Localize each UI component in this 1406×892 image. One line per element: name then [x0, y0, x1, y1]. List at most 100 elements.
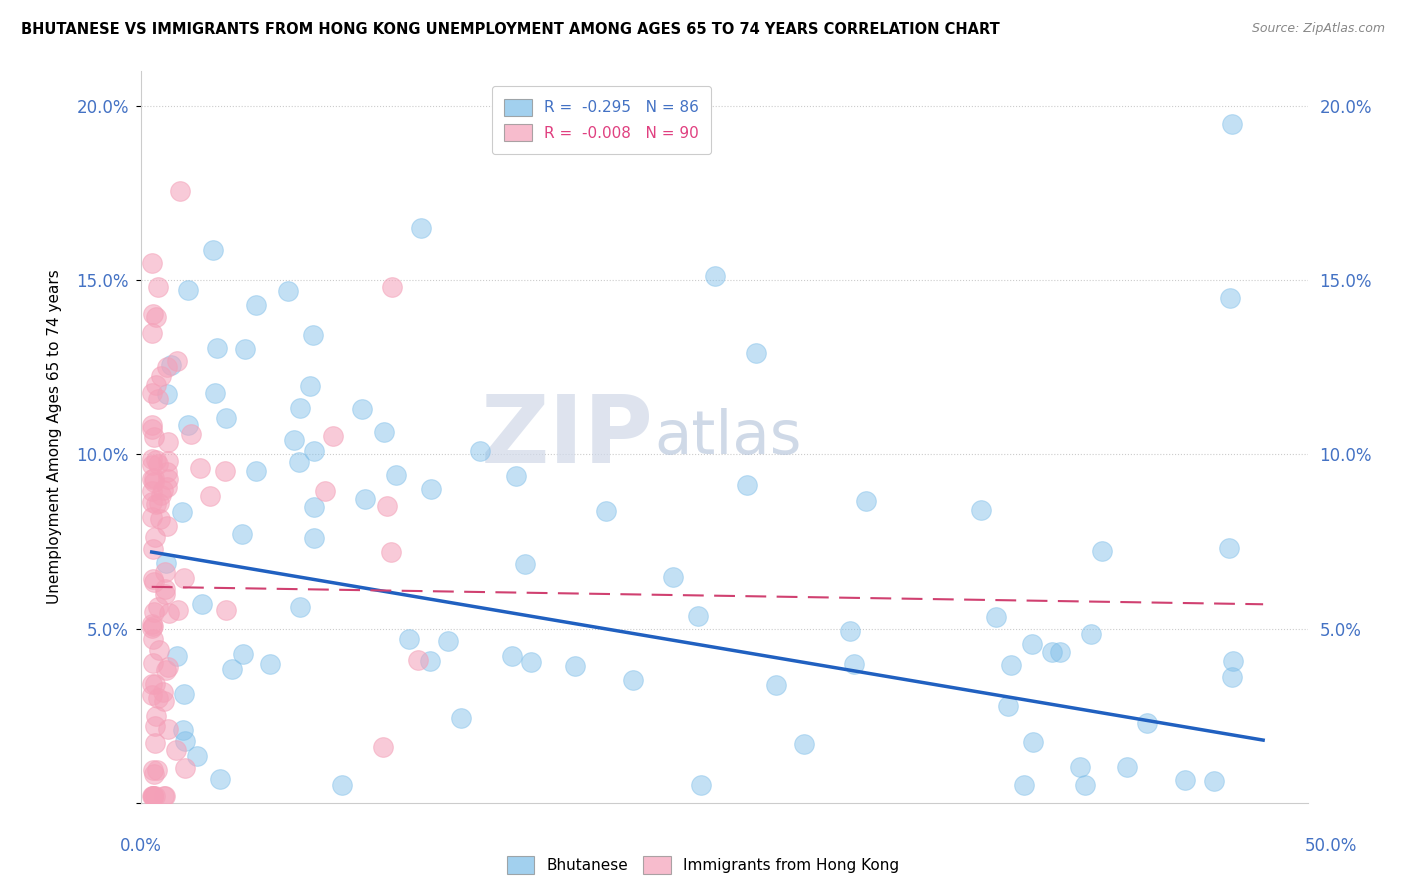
Point — [1049, 645, 1071, 659]
Point — [450, 711, 472, 725]
Point — [141, 421, 163, 435]
Point — [793, 737, 815, 751]
Point — [148, 280, 170, 294]
Point — [373, 740, 395, 755]
Point — [283, 434, 305, 448]
Point — [145, 378, 167, 392]
Point — [141, 789, 163, 803]
Point — [745, 346, 768, 360]
Point — [142, 764, 165, 778]
Point — [314, 483, 336, 498]
Point — [141, 471, 163, 485]
Point — [145, 789, 167, 803]
Point — [141, 616, 163, 631]
Point — [501, 648, 523, 663]
Point — [146, 599, 169, 614]
Point — [156, 480, 179, 494]
Point — [157, 435, 180, 450]
Point — [969, 502, 991, 516]
Point — [145, 719, 167, 733]
Point — [142, 575, 165, 590]
Text: BHUTANESE VS IMMIGRANTS FROM HONG KONG UNEMPLOYMENT AMONG AGES 65 TO 74 YEARS CO: BHUTANESE VS IMMIGRANTS FROM HONG KONG U… — [21, 22, 1000, 37]
Point — [419, 654, 441, 668]
Point — [214, 465, 236, 479]
Text: Source: ZipAtlas.com: Source: ZipAtlas.com — [1251, 22, 1385, 36]
Point — [167, 603, 190, 617]
Point — [765, 678, 787, 692]
Point — [520, 655, 543, 669]
Point — [1220, 117, 1243, 131]
Point — [177, 418, 200, 433]
Point — [145, 497, 167, 511]
Point — [143, 530, 166, 544]
Point — [169, 184, 191, 198]
Point — [172, 723, 194, 737]
Point — [398, 632, 420, 646]
Point — [984, 610, 1007, 624]
Point — [173, 760, 195, 774]
Point — [141, 677, 163, 691]
Point — [155, 565, 177, 579]
Point — [145, 453, 167, 467]
Point — [146, 691, 169, 706]
Point — [141, 451, 163, 466]
Point — [157, 607, 180, 621]
Point — [204, 385, 226, 400]
Point — [165, 743, 187, 757]
Point — [1219, 291, 1241, 305]
Point — [155, 663, 177, 677]
Point — [322, 428, 344, 442]
Point — [1202, 773, 1225, 788]
Text: atlas: atlas — [654, 408, 801, 467]
Text: ZIP: ZIP — [481, 391, 654, 483]
Point — [330, 778, 353, 792]
Point — [156, 360, 179, 375]
Point — [1222, 654, 1244, 668]
Point — [143, 475, 166, 490]
Point — [142, 656, 165, 670]
Point — [233, 342, 256, 356]
Point — [141, 256, 163, 270]
Point — [505, 468, 527, 483]
Point — [375, 500, 398, 514]
Point — [176, 283, 198, 297]
Point — [153, 586, 176, 600]
Point — [207, 342, 229, 356]
Point — [156, 660, 179, 674]
Point — [1014, 778, 1036, 792]
Point — [1022, 735, 1045, 749]
Point — [186, 749, 208, 764]
Point — [166, 354, 188, 368]
Point — [436, 633, 458, 648]
Point — [406, 653, 429, 667]
Point — [1080, 626, 1102, 640]
Point — [173, 687, 195, 701]
Point — [245, 464, 267, 478]
Point — [299, 379, 322, 393]
Point — [688, 609, 710, 624]
Point — [155, 556, 177, 570]
Point — [156, 518, 179, 533]
Point — [385, 468, 408, 483]
Point — [148, 495, 170, 509]
Point — [288, 455, 311, 469]
Point — [411, 221, 433, 235]
Point — [1000, 657, 1022, 672]
Point — [141, 572, 163, 586]
Point — [180, 427, 202, 442]
Point — [190, 597, 212, 611]
Point — [302, 327, 325, 342]
Y-axis label: Unemployment Among Ages 65 to 74 years: Unemployment Among Ages 65 to 74 years — [48, 269, 62, 605]
Point — [145, 709, 167, 723]
Point — [704, 269, 727, 284]
Point — [302, 532, 325, 546]
Point — [353, 492, 375, 507]
Point — [690, 778, 713, 792]
Legend: Bhutanese, Immigrants from Hong Kong: Bhutanese, Immigrants from Hong Kong — [501, 850, 905, 880]
Point — [143, 736, 166, 750]
Point — [419, 482, 441, 496]
Point — [232, 647, 254, 661]
Point — [1174, 772, 1197, 787]
Point — [842, 657, 865, 671]
Point — [1091, 544, 1114, 558]
